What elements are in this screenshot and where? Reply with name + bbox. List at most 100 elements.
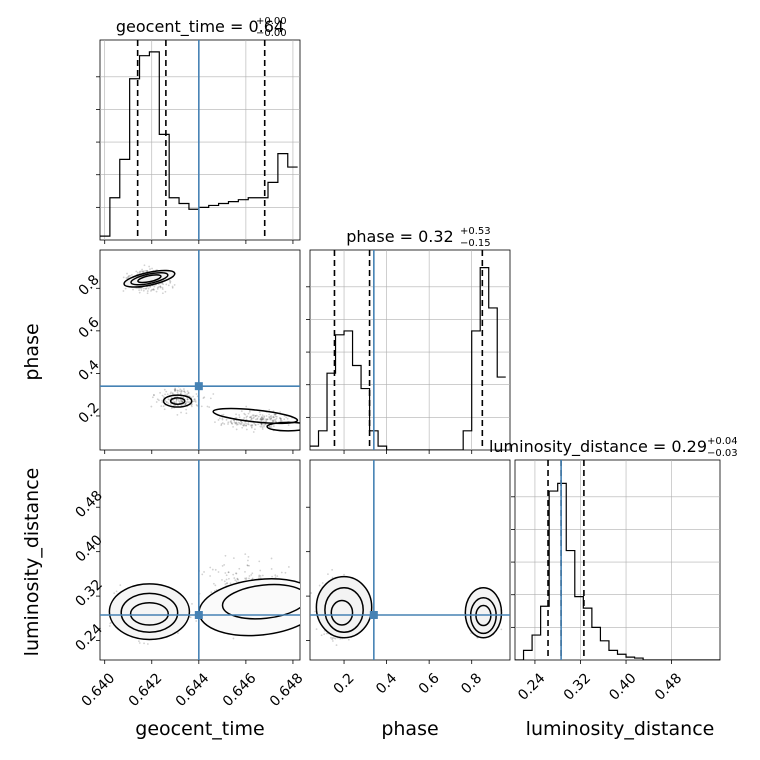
sample-point <box>249 416 252 419</box>
sample-point <box>186 397 189 400</box>
sample-point <box>238 416 241 419</box>
sample-point <box>253 428 256 431</box>
sample-point <box>500 628 503 631</box>
sample-point <box>224 583 227 586</box>
sample-point <box>186 398 189 401</box>
sample-point <box>184 391 186 394</box>
sample-point <box>266 418 269 421</box>
sample-point <box>210 591 213 594</box>
sample-point <box>177 632 179 635</box>
sample-point <box>195 393 198 395</box>
sample-point <box>262 418 265 420</box>
sample-point <box>234 422 237 424</box>
title-phase-sub: −0.15 <box>460 238 491 249</box>
sample-point <box>180 399 183 402</box>
sample-point <box>177 400 180 402</box>
sample-point <box>185 408 188 411</box>
sample-point <box>266 418 269 421</box>
sample-point <box>245 416 248 419</box>
sample-point <box>180 392 182 395</box>
sample-point <box>223 580 226 583</box>
sample-point <box>246 564 249 567</box>
sample-point <box>162 396 165 398</box>
sample-point <box>303 572 305 574</box>
sample-point <box>195 404 198 406</box>
sample-point <box>135 270 138 273</box>
sample-point <box>234 579 237 582</box>
sample-point <box>149 286 152 288</box>
sample-point <box>248 577 250 580</box>
sample-point <box>230 421 233 424</box>
sample-point <box>314 610 317 613</box>
sample-point <box>167 398 170 401</box>
sample-point <box>247 559 249 562</box>
sample-point <box>173 284 176 286</box>
sample-point <box>283 418 286 421</box>
sample-point <box>143 642 145 645</box>
sample-point <box>272 415 275 418</box>
sample-point <box>161 401 164 404</box>
sample-point <box>232 637 235 640</box>
sample-point <box>250 573 253 576</box>
sample-point <box>347 638 350 641</box>
sample-point <box>225 574 228 577</box>
sample-point <box>159 286 162 289</box>
sample-point <box>202 397 205 400</box>
sample-point <box>209 566 212 569</box>
sample-point <box>245 418 248 421</box>
sample-point <box>166 401 168 403</box>
sample-point <box>287 566 290 568</box>
histogram-step <box>310 267 506 450</box>
sample-point <box>142 289 145 292</box>
sample-point <box>280 420 283 422</box>
title-phase: phase = 0.32 <box>346 227 453 246</box>
sample-point <box>180 391 183 393</box>
sample-point <box>181 400 184 403</box>
sample-point <box>239 423 242 426</box>
sample-point <box>201 573 204 576</box>
sample-point <box>136 271 139 274</box>
sample-point <box>212 582 215 585</box>
sample-point <box>161 282 163 285</box>
sample-point <box>232 419 235 422</box>
sample-point <box>246 415 249 418</box>
sample-point <box>242 424 244 427</box>
sample-point <box>243 416 246 419</box>
sample-point <box>243 412 246 415</box>
sample-point <box>273 416 275 419</box>
sample-point <box>300 597 302 599</box>
sample-point <box>331 568 334 571</box>
sample-point <box>126 276 129 279</box>
sample-point <box>170 391 172 394</box>
sample-point <box>164 393 166 396</box>
sample-point <box>175 398 178 401</box>
sample-point <box>259 417 262 420</box>
sample-point <box>253 422 256 425</box>
x-tick-label: 0.640 <box>79 670 119 710</box>
contour-line <box>221 583 300 620</box>
sample-point <box>261 418 264 421</box>
sample-point <box>323 633 326 635</box>
sample-point <box>164 290 167 293</box>
sample-point <box>275 417 278 420</box>
sample-point <box>146 292 149 295</box>
sample-point <box>259 413 262 416</box>
sample-point <box>184 403 187 406</box>
sample-point <box>225 582 228 585</box>
sample-point <box>259 575 262 577</box>
sample-point <box>270 417 272 420</box>
sample-point <box>327 573 329 575</box>
sample-point <box>235 421 238 424</box>
sample-point <box>272 419 275 422</box>
sample-point <box>130 273 133 276</box>
density-luminosity-distance-geocent-time <box>100 460 305 660</box>
sample-point <box>252 417 255 420</box>
sample-point <box>122 290 125 292</box>
sample-point <box>244 413 247 416</box>
sample-point <box>144 269 147 272</box>
sample-point <box>233 421 236 424</box>
sample-point <box>186 393 189 396</box>
sample-point <box>194 399 197 402</box>
sample-point <box>180 390 183 393</box>
